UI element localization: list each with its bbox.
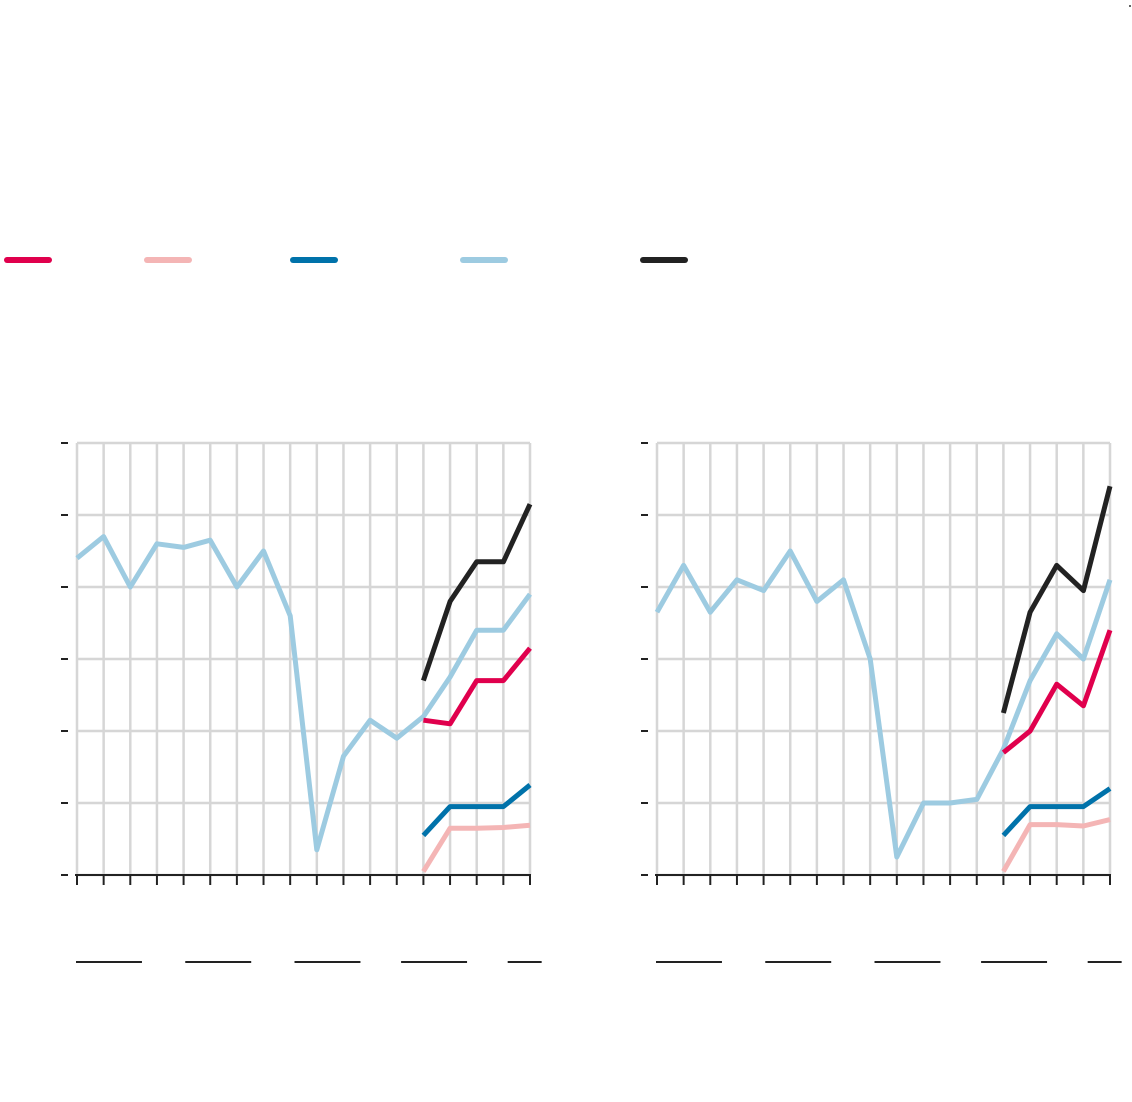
series-line-series_4	[75, 534, 533, 853]
series-line-series_5	[421, 503, 533, 682]
series-line-series_2	[421, 822, 531, 873]
series-line-series_1	[423, 646, 532, 727]
series-line-series_1	[1001, 629, 1113, 755]
corner-dot	[1129, 5, 1131, 7]
series-line-series_3	[421, 783, 532, 838]
series-line-series_2	[1001, 817, 1111, 873]
series-line-series_4	[654, 548, 1113, 860]
series-line-series_5	[1000, 485, 1113, 714]
series-line-series_3	[1001, 786, 1112, 838]
chart-panel-left	[61, 441, 542, 963]
chart-panel-right	[641, 441, 1122, 963]
